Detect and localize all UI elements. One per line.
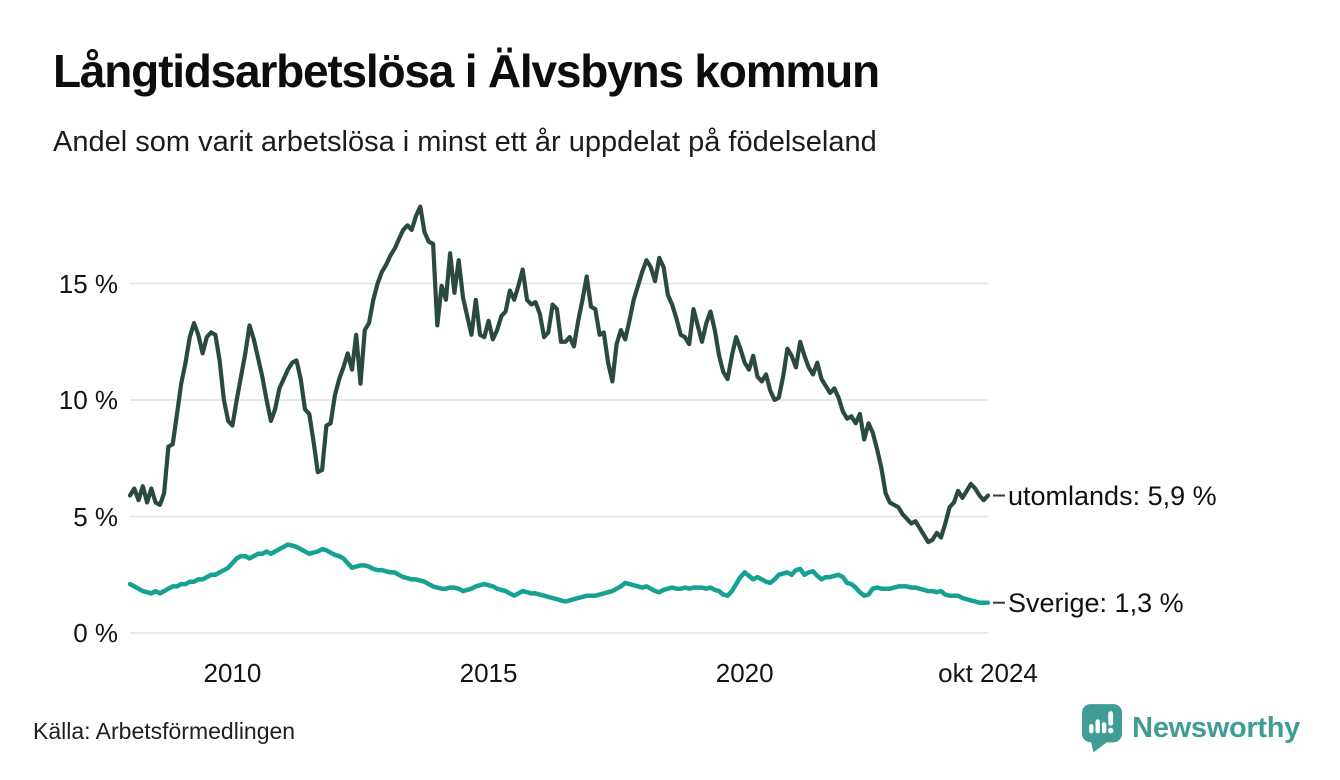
y-tick-label-5: 5 % — [73, 501, 118, 532]
newsworthy-speech-bubble-bar-chart-icon — [1082, 704, 1123, 753]
series-line-Sverige — [127, 542, 991, 605]
x-tick-label-okt-2024: okt 2024 — [938, 658, 1038, 688]
series-end-label-Sverige: Sverige: 1,3 % — [1008, 587, 1184, 618]
series-line-utomlands — [127, 204, 991, 545]
x-tick-label-2010: 2010 — [203, 658, 262, 688]
source-note: Källa: Arbetsförmedlingen — [33, 718, 296, 744]
x-tick-label-2015: 2015 — [459, 658, 518, 688]
x-tick-label-2020: 2020 — [715, 658, 774, 688]
y-tick-label-0: 0 % — [73, 618, 118, 648]
page-subtitle: Andel som varit arbetslösa i minst ett å… — [53, 126, 877, 158]
series-end-label-utomlands: utomlands: 5,9 % — [1008, 480, 1217, 511]
newsworthy-wordmark: Newsworthy — [1132, 711, 1300, 744]
y-tick-label-10: 10 % — [58, 385, 118, 415]
page-title: Långtidsarbetslösa i Älvsbyns kommun — [53, 45, 880, 97]
y-tick-label-15: 15 % — [58, 268, 118, 299]
newsworthy-logo: Newsworthy — [1081, 703, 1300, 753]
